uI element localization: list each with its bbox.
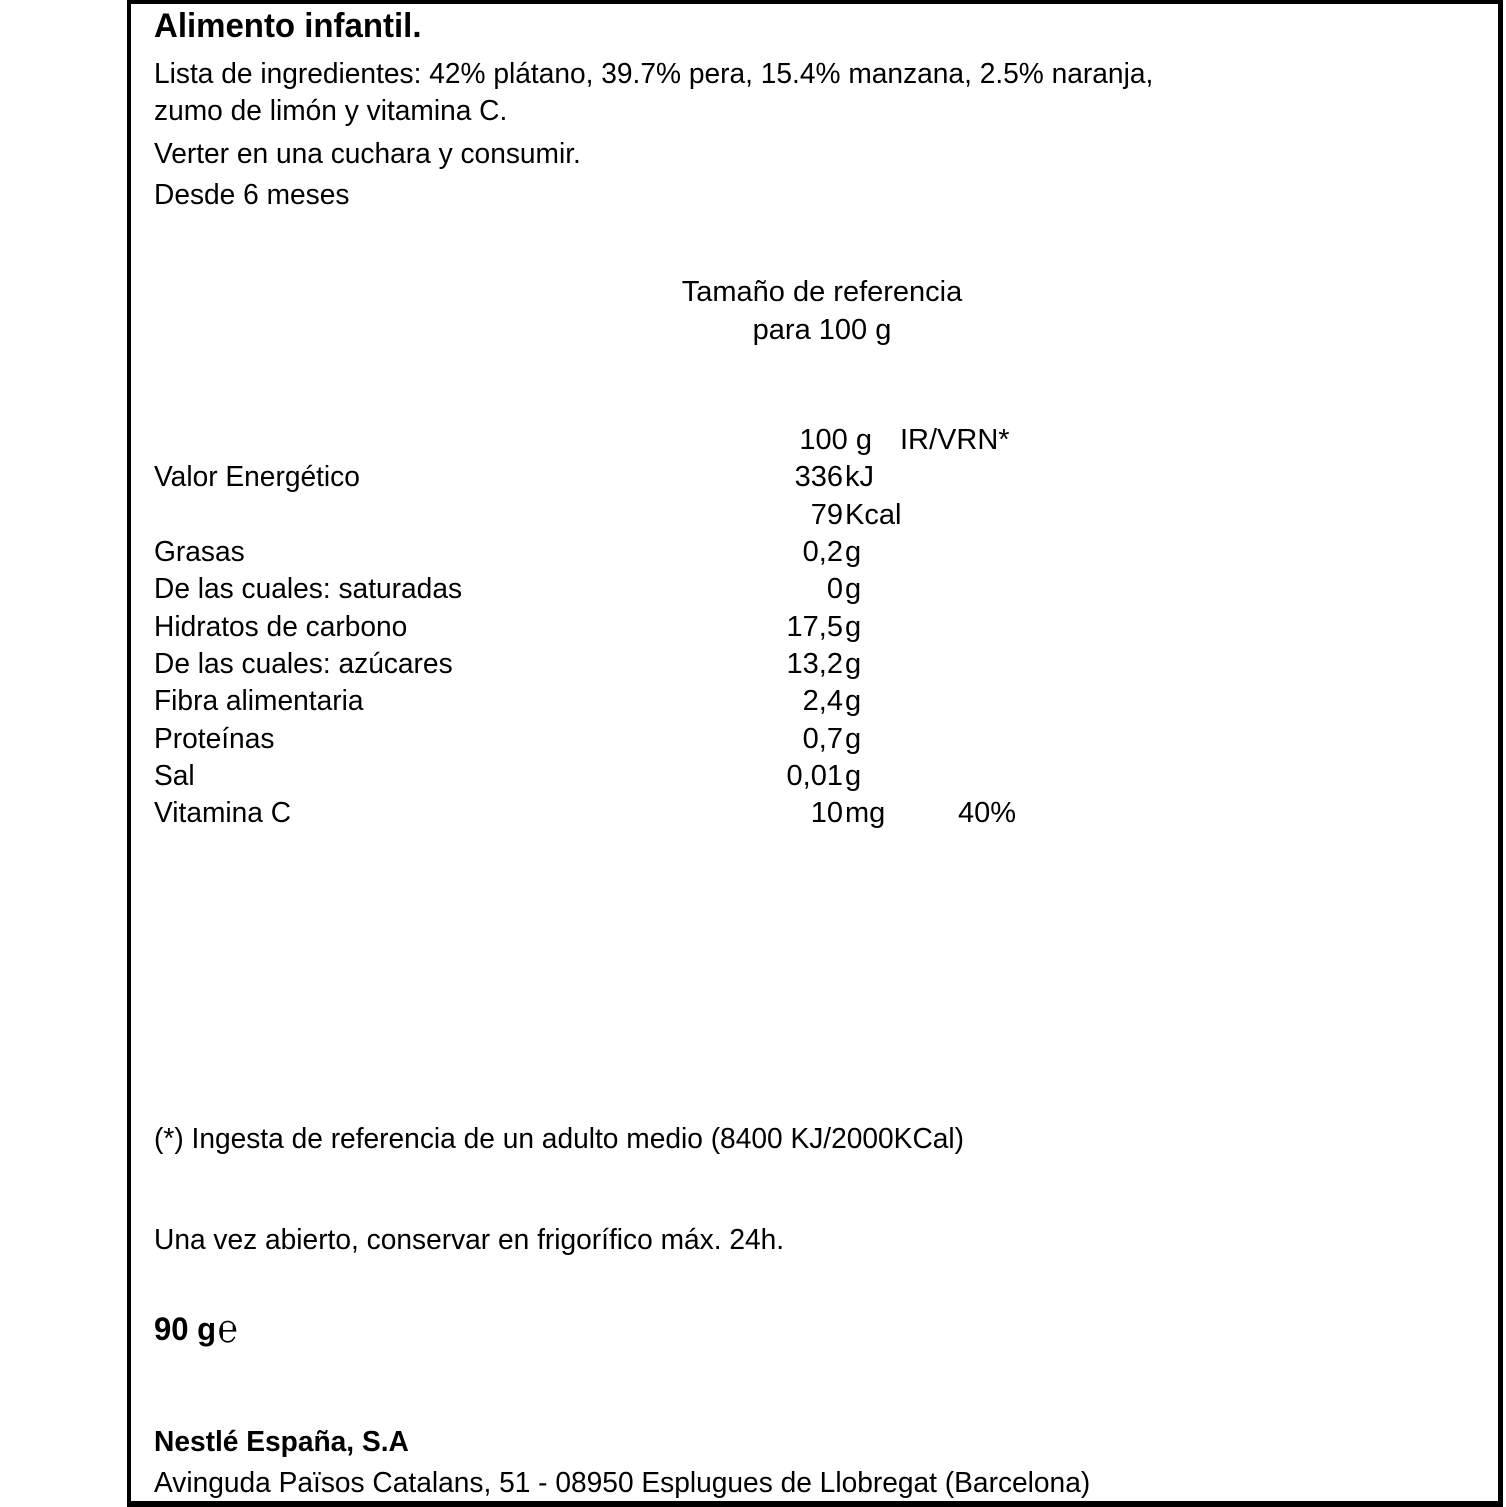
label-border (127, 0, 1503, 1507)
ingredients-line-1: Lista de ingredientes: 42% plátano, 39.7… (154, 58, 1154, 90)
nutrition-row-label: De las cuales: saturadas (154, 573, 463, 605)
nutrition-row-label: Valor Energético (154, 461, 360, 493)
nutrition-row-unit: g (845, 685, 862, 717)
product-title: Alimento infantil. (154, 7, 422, 45)
nutrition-row-unit: Kcal (845, 499, 902, 531)
nutrition-row-label: Proteínas (154, 723, 275, 755)
estimated-sign-icon: ℮ (217, 1307, 238, 1351)
nutrition-row-value: 10 (810, 797, 843, 829)
nutrition-row-value: 17,5 (786, 611, 843, 643)
footnote: (*) Ingesta de referencia de un adulto m… (154, 1123, 965, 1155)
nutrition-row-unit: g (845, 536, 862, 568)
nutrition-row-ir: 40% (958, 797, 1017, 829)
nutrition-row-value: 13,2 (786, 648, 843, 680)
nutrition-row-label: Sal (154, 760, 195, 792)
nutrition-row-value: 0,2 (802, 536, 843, 568)
nutrition-row-unit: g (845, 573, 862, 605)
nutrition-row-unit: kJ (845, 461, 874, 493)
nutrition-row-value: 0,01 (786, 760, 843, 792)
nutrition-row-value: 79 (810, 499, 843, 531)
nutrition-row-unit: g (845, 648, 862, 680)
nutrition-row-unit: g (845, 760, 862, 792)
nutrition-row-label: Grasas (154, 536, 245, 568)
nutrition-row-label: Hidratos de carbono (154, 611, 408, 643)
company-address: Avinguda Països Catalans, 51 - 08950 Esp… (154, 1467, 1091, 1499)
instructions: Verter en una cuchara y consumir. (154, 138, 581, 170)
storage-instructions: Una vez abierto, conservar en frigorífic… (154, 1224, 785, 1256)
nutrition-row-unit: g (845, 723, 862, 755)
table-header-ir: IR/VRN* (900, 424, 1010, 456)
nutrition-row-value: 0 (826, 573, 843, 605)
reference-size-line-2: para 100 g (752, 314, 892, 346)
nutrition-row-value: 0,7 (802, 723, 843, 755)
nutrition-row-value: 2,4 (802, 685, 843, 717)
net-weight: 90 g℮ (154, 1309, 239, 1349)
nutrition-row-label: Fibra alimentaria (154, 685, 364, 717)
nutrition-row-value: 336 (794, 461, 843, 493)
reference-size-line-1: Tamaño de referencia (681, 276, 963, 308)
nutrition-row-label: Vitamina C (154, 797, 292, 829)
company-name: Nestlé España, S.A (154, 1426, 409, 1458)
nutrition-row-unit: g (845, 611, 862, 643)
table-header-per-100g: 100 g (799, 424, 872, 456)
nutrition-row-unit: mg (845, 797, 886, 829)
ingredients-line-2: zumo de limón y vitamina C. (154, 95, 508, 127)
net-weight-value: 90 g (154, 1311, 217, 1347)
age-recommendation: Desde 6 meses (154, 179, 350, 211)
nutrition-row-label: De las cuales: azúcares (154, 648, 453, 680)
